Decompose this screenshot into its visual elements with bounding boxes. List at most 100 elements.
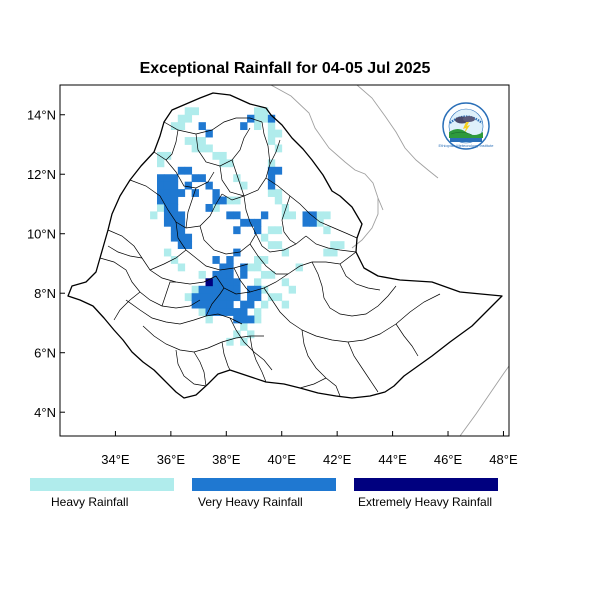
heavy-rainfall-cell — [157, 159, 165, 168]
very-heavy-rainfall-cell — [233, 211, 241, 220]
heavy-rainfall-cell — [254, 107, 262, 116]
ethiopian-meteorology-institute-logo: Ethiopian Meteorology Institute — [439, 102, 494, 150]
map-title: Exceptional Rainfall for 04-05 Jul 2025 — [140, 60, 431, 77]
y-tick-label: 14°N — [27, 108, 56, 123]
very-heavy-rainfall-cell — [219, 263, 227, 272]
x-axis: 34°E 36°E 38°E 40°E 42°E 44°E 46°E 48°E — [101, 431, 518, 467]
heavy-rainfall-cell — [323, 248, 331, 257]
very-heavy-rainfall-cell — [191, 189, 199, 197]
heavy-rainfall-cell — [281, 278, 290, 287]
heavy-rainfall-cell — [177, 122, 186, 131]
very-heavy-rainfall-cell — [226, 278, 234, 287]
heavy-rainfall-cell — [337, 241, 345, 250]
very-heavy-rainfall-cell — [177, 226, 186, 235]
heavy-rainfall-cell — [226, 159, 234, 168]
heavy-rainfall-cell — [288, 285, 296, 294]
heavy-rainfall-cell — [281, 211, 290, 220]
heavy-rainfall-cell — [260, 233, 269, 242]
very-heavy-rainfall-cell — [302, 218, 310, 227]
heavy-rainfall-cell — [191, 137, 199, 145]
very-heavy-rainfall-cell — [163, 211, 172, 220]
very-heavy-rainfall-cell — [233, 308, 241, 316]
very-heavy-rainfall-cell — [212, 196, 220, 205]
heavy-rainfall-cell — [288, 211, 296, 220]
very-heavy-rainfall-cell — [170, 226, 179, 235]
heavy-rainfall-cell — [212, 151, 220, 160]
legend-swatch-extremely-heavy — [354, 478, 498, 491]
heavy-rainfall-cell — [226, 337, 234, 346]
very-heavy-rainfall-cell — [247, 285, 255, 294]
very-heavy-rainfall-cell — [184, 233, 193, 242]
heavy-rainfall-cell — [198, 144, 206, 153]
heavy-rainfall-cell — [205, 144, 213, 153]
very-heavy-rainfall-cell — [205, 300, 213, 309]
very-heavy-rainfall-cell — [254, 218, 262, 227]
heavy-rainfall-cell — [198, 137, 206, 145]
y-tick-label: 4°N — [34, 405, 56, 420]
heavy-rainfall-cell — [260, 114, 269, 123]
heavy-rainfall-cell — [240, 181, 248, 190]
heavy-rainfall-cell — [177, 263, 186, 272]
extremely-heavy-rainfall-cells — [205, 278, 213, 287]
heavy-rainfall-cell — [198, 308, 206, 316]
eritrea-sudan-boundary — [270, 85, 384, 211]
heavy-rainfall-cell — [260, 270, 269, 279]
y-tick-label: 8°N — [34, 286, 56, 301]
legend: Heavy Rainfall Very Heavy Rainfall Extre… — [30, 478, 498, 509]
very-heavy-rainfall-cell — [170, 211, 179, 220]
heavy-rainfall-cell — [233, 330, 241, 339]
very-heavy-rainfall-cell — [233, 278, 241, 287]
very-heavy-rainfall-cell — [267, 166, 276, 175]
x-tick-label: 34°E — [101, 452, 130, 467]
very-heavy-rainfall-cell — [267, 114, 276, 123]
very-heavy-rainfall-cell — [212, 308, 220, 316]
legend-swatch-heavy — [30, 478, 174, 491]
very-heavy-rainfall-cell — [309, 218, 317, 227]
heavy-rainfall-cell — [260, 300, 269, 309]
very-heavy-rainfall-cell — [219, 278, 227, 287]
very-heavy-rainfall-cell — [163, 174, 172, 183]
heavy-rainfall-cell — [219, 151, 227, 160]
very-heavy-rainfall-cell — [205, 308, 213, 316]
heavy-rainfall-cell — [295, 263, 303, 272]
heavy-rainfall-cell — [281, 203, 290, 212]
heavy-rainfall-cell — [191, 285, 199, 294]
very-heavy-rainfall-cell — [212, 278, 220, 287]
heavy-rainfall-cell — [274, 241, 283, 250]
heavy-rainfall-cell — [267, 241, 276, 250]
heavy-rainfall-cell — [177, 114, 186, 123]
heavy-rainfall-cell — [267, 137, 276, 145]
very-heavy-rainfall-cell — [226, 211, 234, 220]
y-tick-label: 10°N — [27, 227, 56, 242]
very-heavy-rainfall-cell — [219, 300, 227, 309]
heavy-rainfall-cell — [226, 196, 234, 205]
very-heavy-rainfall-cell — [212, 256, 220, 264]
heavy-rainfall-cell — [323, 211, 331, 220]
heavy-rainfall-cell — [247, 330, 255, 339]
y-tick-label: 12°N — [27, 167, 56, 182]
very-heavy-rainfall-cell — [184, 166, 193, 175]
x-tick-label: 46°E — [434, 452, 463, 467]
administrative-boundaries — [99, 117, 441, 397]
heavy-rainfall-cell — [184, 114, 193, 123]
very-heavy-rainfall-cell — [163, 196, 172, 205]
very-heavy-rainfall-cell — [198, 300, 206, 309]
very-heavy-rainfall-cell — [226, 300, 234, 309]
very-heavy-rainfall-cell — [247, 315, 255, 324]
heavy-rainfall-cell — [267, 270, 276, 279]
very-heavy-rainfall-cell — [240, 263, 248, 272]
x-tick-label: 48°E — [489, 452, 518, 467]
y-axis: 4°N 6°N 8°N 10°N 12°N 14°N — [27, 108, 65, 420]
map-frame — [59, 84, 510, 437]
heavy-rainfall-cell — [191, 144, 199, 153]
heavy-rainfall-cell — [212, 203, 220, 212]
very-heavy-rainfall-cell — [247, 300, 255, 309]
very-heavy-rainfall-cell — [267, 174, 276, 183]
heavy-rainfall-cell — [260, 285, 269, 294]
legend-label-heavy: Heavy Rainfall — [51, 495, 128, 509]
very-heavy-rainfall-cell — [254, 293, 262, 302]
very-heavy-rainfall-cell — [240, 308, 248, 316]
heavy-rainfall-cell — [274, 144, 283, 153]
very-heavy-rainfall-cell — [302, 211, 310, 220]
heavy-rainfall-cell — [316, 211, 324, 220]
